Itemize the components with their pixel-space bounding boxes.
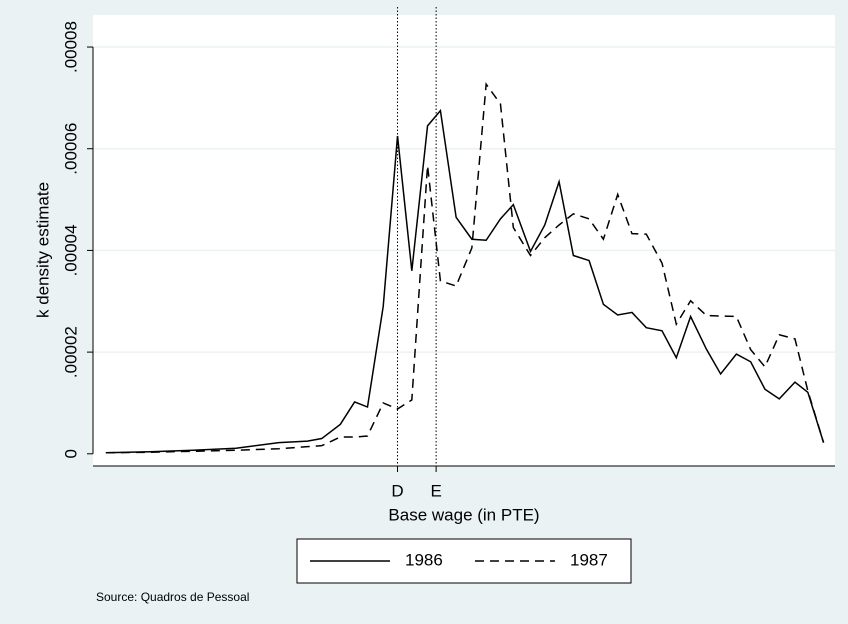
plot-area xyxy=(93,15,835,466)
source-note: Source: Quadros de Pessoal xyxy=(96,590,249,604)
x-tick-label: D xyxy=(391,481,403,500)
x-tick-label: E xyxy=(430,481,441,500)
y-tick-label: .00008 xyxy=(61,21,80,73)
y-tick-label: .00002 xyxy=(61,326,80,378)
y-tick-label: .00004 xyxy=(61,224,80,276)
legend-label: 1987 xyxy=(570,550,608,569)
y-tick-label: .00006 xyxy=(61,123,80,175)
series-line xyxy=(105,82,825,454)
series-line xyxy=(105,108,825,454)
legend-label: 1986 xyxy=(405,550,443,569)
y-axis-label: k density estimate xyxy=(33,182,52,318)
y-tick-label: 0 xyxy=(61,449,80,458)
x-axis-label: Base wage (in PTE) xyxy=(388,505,539,524)
